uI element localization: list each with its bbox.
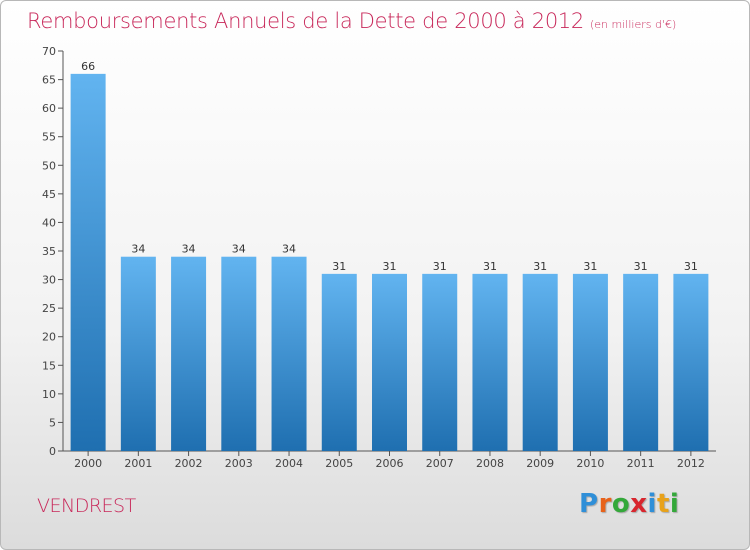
logo-letter: o	[611, 489, 631, 519]
bar-value-label: 34	[182, 243, 196, 256]
bar-value-label: 34	[232, 243, 246, 256]
bar-value-label: 31	[583, 260, 597, 273]
chart-title: Remboursements Annuels de la Dette de 20…	[27, 9, 676, 33]
bar-value-label: 31	[433, 260, 447, 273]
bar	[673, 273, 709, 451]
bar-value-label: 34	[131, 243, 145, 256]
bar	[422, 273, 458, 451]
x-tick-label: 2007	[426, 457, 454, 470]
x-tick-label: 2012	[677, 457, 705, 470]
y-tick-label: 65	[42, 74, 56, 87]
x-tick-label: 2001	[124, 457, 152, 470]
logo-letter: r	[598, 489, 612, 519]
x-tick-label: 2005	[325, 457, 353, 470]
y-tick-label: 5	[49, 416, 56, 429]
bar	[70, 73, 106, 451]
y-tick-label: 0	[49, 445, 56, 458]
bar	[120, 256, 156, 451]
y-tick-label: 50	[42, 159, 56, 172]
bar	[572, 273, 608, 451]
logo-letter: i	[669, 489, 680, 519]
y-tick-label: 25	[42, 302, 56, 315]
x-tick-label: 2008	[476, 457, 504, 470]
logo-letter: P	[579, 489, 599, 519]
bar-value-label: 31	[684, 260, 698, 273]
x-axis: 2000 2001 2002 2003 2004 2005 2006 2007 2008 2009…	[63, 450, 716, 470]
bar-value-label: 31	[332, 260, 346, 273]
bar-value-label: 31	[483, 260, 497, 273]
bar-value-label: 34	[282, 243, 296, 256]
x-tick-label: 2010	[576, 457, 604, 470]
y-axis: 0 5 10 15 20 25 30 35 40 45 50 55 60 65 70	[42, 45, 64, 458]
y-tick-label: 45	[42, 188, 56, 201]
bar	[472, 273, 508, 451]
y-tick-label: 60	[42, 102, 56, 115]
bar	[221, 256, 257, 451]
y-tick-label: 55	[42, 131, 56, 144]
bar	[372, 273, 407, 451]
bar	[271, 256, 307, 451]
bars	[70, 73, 709, 451]
bar-value-label: 31	[533, 260, 547, 273]
y-tick-label: 40	[42, 216, 56, 229]
y-tick-label: 30	[42, 274, 56, 287]
x-tick-label: 2004	[275, 457, 303, 470]
bar	[321, 273, 357, 451]
bar	[623, 273, 659, 451]
chart-title-text: Remboursements Annuels de la Dette de 20…	[27, 9, 584, 33]
value-labels: 66 34 34 34 34 31 31 31 31 31 31 31 31	[81, 60, 698, 273]
y-tick-label: 35	[42, 245, 56, 258]
bar-value-label: 31	[634, 260, 648, 273]
logo-letter: t	[656, 489, 670, 519]
logo-letter: x	[630, 489, 648, 519]
chart-subtitle: (en milliers d'€)	[590, 18, 677, 31]
x-tick-label: 2009	[526, 457, 554, 470]
x-tick-label: 2002	[175, 457, 203, 470]
y-tick-label: 70	[42, 45, 56, 58]
bar	[522, 273, 558, 451]
x-tick-label: 2006	[376, 457, 404, 470]
logo-letter: i	[647, 489, 657, 519]
x-tick-label: 2011	[627, 457, 655, 470]
y-tick-label: 10	[42, 388, 56, 401]
y-tick-label: 15	[42, 359, 56, 372]
x-tick-label: 2000	[74, 457, 102, 470]
bar-value-label: 66	[81, 60, 95, 73]
commune-name: VENDREST	[37, 495, 136, 517]
y-tick-label: 20	[42, 331, 56, 344]
x-tick-label: 2003	[225, 457, 253, 470]
bar-value-label: 31	[383, 260, 397, 273]
proxiti-logo: Proxiti	[579, 489, 679, 519]
bar	[171, 256, 207, 451]
